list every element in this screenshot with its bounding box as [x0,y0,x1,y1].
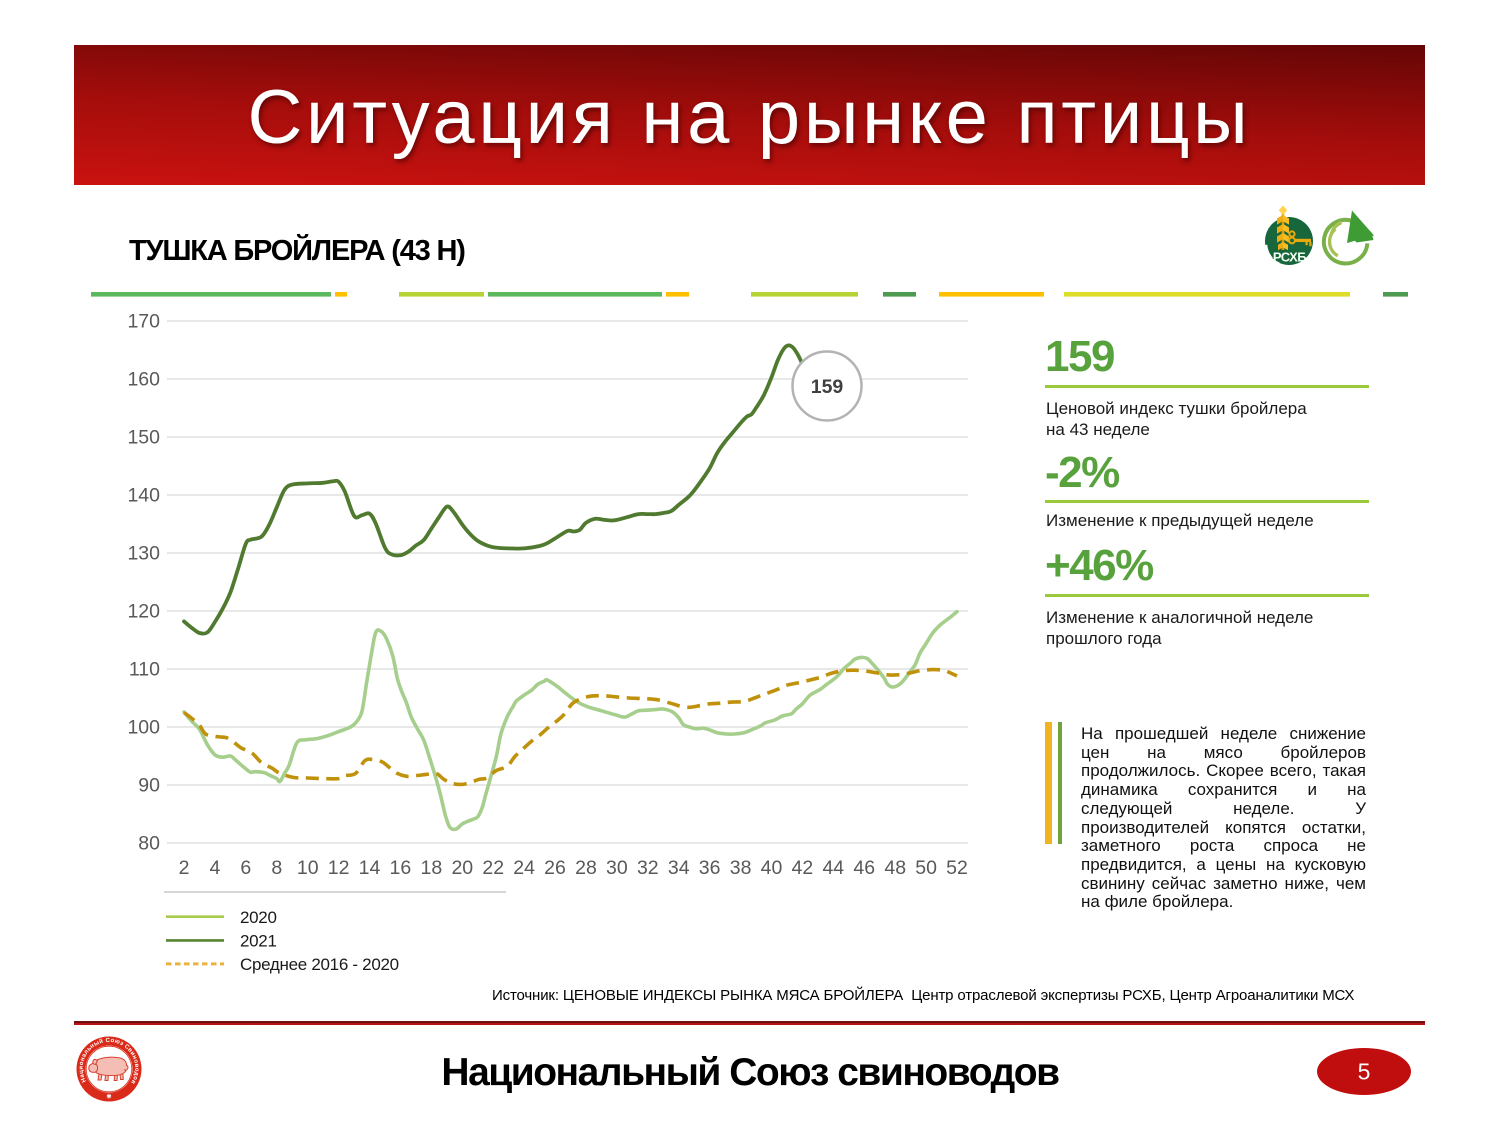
svg-text:44: 44 [822,857,844,879]
svg-text:6: 6 [240,857,251,879]
svg-text:✱: ✱ [106,1093,112,1101]
svg-text:42: 42 [792,857,814,879]
svg-text:140: 140 [127,485,160,507]
svg-text:32: 32 [637,857,659,879]
svg-text:130: 130 [127,543,160,565]
svg-text:8: 8 [271,857,282,879]
svg-text:28: 28 [575,857,597,879]
svg-text:80: 80 [138,833,160,855]
svg-text:РСХБ: РСХБ [1273,250,1306,265]
svg-text:2021: 2021 [240,932,277,951]
svg-text:30: 30 [606,857,628,879]
svg-text:160: 160 [127,369,160,391]
svg-text:38: 38 [730,857,752,879]
svg-text:90: 90 [138,775,160,797]
svg-text:110: 110 [129,659,160,681]
svg-text:46: 46 [853,857,875,879]
svg-text:2020: 2020 [240,908,277,927]
svg-text:4: 4 [209,857,220,879]
svg-text:5: 5 [1358,1059,1371,1085]
svg-text:24: 24 [513,857,535,879]
svg-text:16: 16 [390,857,412,879]
svg-text:40: 40 [761,857,783,879]
svg-text:22: 22 [482,857,504,879]
svg-text:48: 48 [884,857,906,879]
svg-text:14: 14 [359,857,381,879]
svg-text:18: 18 [421,857,443,879]
svg-text:159: 159 [811,376,844,398]
svg-text:52: 52 [946,857,968,879]
svg-text:120: 120 [127,601,160,623]
svg-text:12: 12 [328,857,350,879]
svg-text:34: 34 [668,857,690,879]
svg-text:26: 26 [544,857,566,879]
svg-text:20: 20 [451,857,473,879]
svg-text:10: 10 [297,857,319,879]
svg-text:170: 170 [127,311,160,333]
svg-text:50: 50 [915,857,937,879]
svg-text:150: 150 [127,427,160,449]
svg-text:36: 36 [699,857,721,879]
svg-text:Среднее 2016 - 2020: Среднее 2016 - 2020 [240,955,399,974]
svg-text:100: 100 [127,717,160,739]
svg-text:2: 2 [179,857,190,879]
